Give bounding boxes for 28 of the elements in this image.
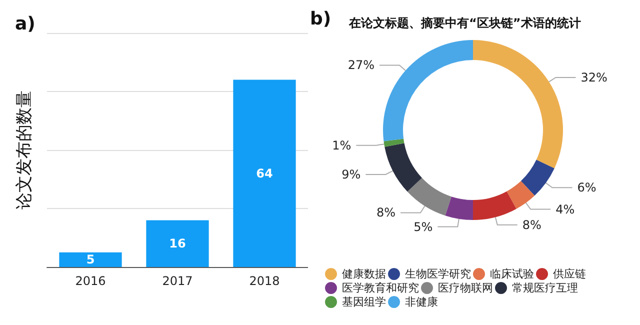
chart-title: a) [15,14,36,34]
data-label: 5% [414,220,433,234]
legend-label: 非健康 [405,296,438,308]
x-tick-label: 2018 [249,274,280,288]
legend-label: 健康数据 [342,268,386,280]
data-label: 4% [556,202,575,216]
chart-title: 在论文标题、摘要中有“区块链”术语的统计 [348,16,581,30]
data-label: 8% [522,218,542,232]
legend-label: 医学教育和研究 [342,282,419,294]
data-label: 5 [86,252,95,267]
data-label: 16 [169,236,186,251]
data-label: 9% [342,167,361,182]
data-label: 32% [580,70,608,84]
x-tick-label: 2016 [75,274,106,288]
text: b) [310,8,332,30]
legend-label: 常规医疗互理 [512,282,578,294]
x-tick-label: 2017 [162,274,193,288]
data-label: 1% [332,138,352,152]
legend-label: 基因组学 [342,296,386,308]
data-label: 64 [256,166,273,180]
legend-label: 生物医学研究 [405,268,471,280]
data-label: 8% [376,206,396,220]
legend-label: 医疗物联网 [438,282,493,294]
data-label: 6% [577,180,596,195]
y-axis-title: 论文发布的数量 [14,90,34,210]
data-label: 27% [348,58,374,72]
legend-label: 临床试验 [490,268,534,280]
legend-label: 供应链 [553,268,586,280]
